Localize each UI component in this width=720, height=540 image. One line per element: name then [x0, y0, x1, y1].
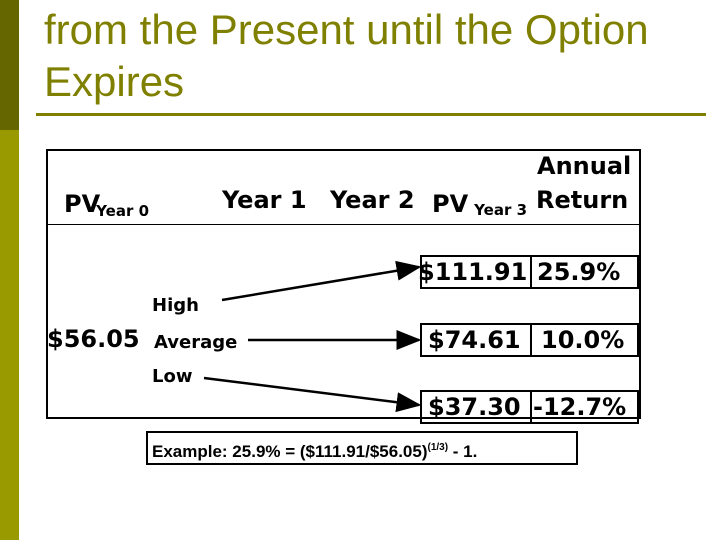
header-pv-year3: PV Year 3 — [432, 190, 528, 219]
header-year1: Year 1 — [222, 186, 307, 214]
outcome-low-value: $37.30 — [428, 393, 521, 421]
header-pv3-sub: Year 3 — [474, 201, 528, 219]
title-line-1: from the Present until the Option — [44, 6, 649, 53]
header-return: Return — [536, 186, 629, 214]
header-pv-year0: PVYear 0 — [64, 190, 150, 220]
example-formula: Example: 25.9% = ($111.91/$56.05)(1/3) -… — [146, 431, 578, 465]
outcome-high-return: 25.9% — [537, 258, 621, 286]
branch-label-low: Low — [152, 366, 193, 387]
outcome-average-divider — [530, 323, 532, 357]
branch-label-average: Average — [154, 332, 238, 353]
left-accent-bar-dark — [0, 0, 19, 130]
example-text: Example: 25.9% = ($111.91/$56.05) — [152, 442, 428, 461]
header-annual: Annual — [537, 152, 632, 180]
option-value-table — [46, 149, 641, 419]
arrow-high — [221, 260, 422, 302]
outcome-average-value: $74.61 — [428, 326, 521, 354]
header-pv3-main: PV — [432, 190, 469, 218]
table-header-divider — [46, 224, 641, 225]
example-suffix: - 1. — [448, 442, 478, 461]
slide-title: from the Present until the Option Expire… — [44, 4, 704, 108]
header-pv0-main: PV — [64, 190, 101, 218]
branch-label-high: High — [152, 295, 199, 316]
start-value: $56.05 — [47, 325, 140, 353]
arrow-low — [203, 376, 422, 413]
outcome-low-divider — [530, 390, 532, 424]
left-accent-bar-light — [0, 130, 19, 540]
example-exponent: (1/3) — [427, 442, 449, 453]
outcome-low-return: -12.7% — [533, 393, 627, 421]
title-underline — [36, 113, 706, 116]
header-pv0-sub: Year 0 — [96, 202, 150, 220]
outcome-average-return: 10.0% — [541, 326, 625, 354]
outcome-high-value: $111.91 — [418, 258, 528, 286]
outcome-high-divider — [530, 255, 532, 289]
header-year2: Year 2 — [330, 186, 415, 214]
title-line-2: Expires — [44, 58, 185, 105]
